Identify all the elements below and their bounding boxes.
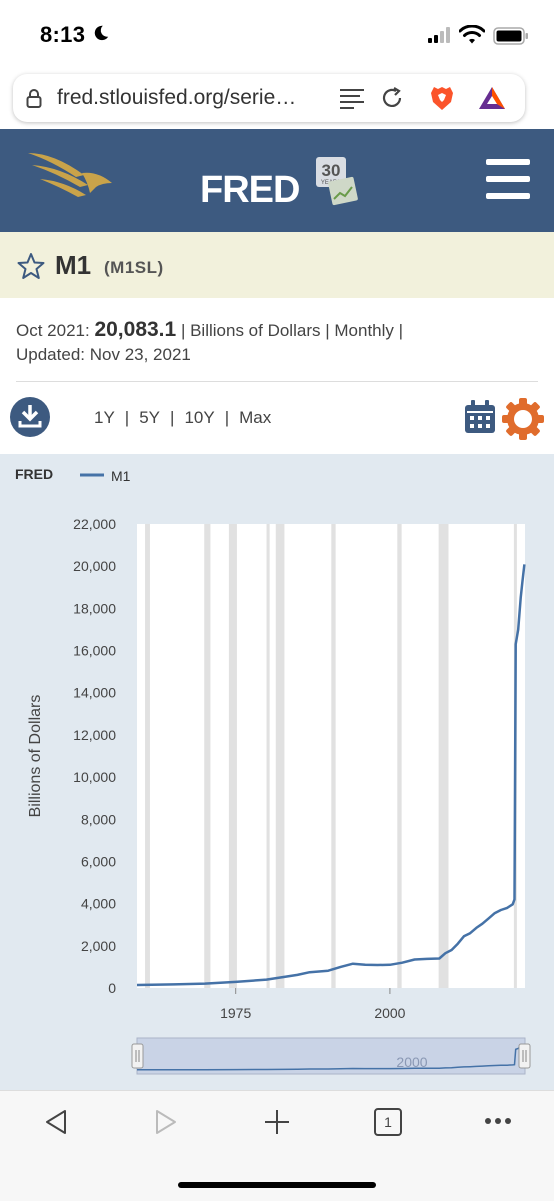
y-tick-label: 14,000 (73, 685, 116, 701)
signal-icon (428, 27, 450, 43)
badge-number: 30 (322, 161, 341, 180)
chart-fred-logo: FRED (15, 466, 53, 482)
navigator-series-line (137, 1043, 525, 1071)
y-axis-label: Billions of Dollars (27, 695, 44, 818)
series-line-m1 (136, 564, 526, 987)
series-title-bar: M1 (M1SL) (0, 232, 554, 298)
recession-band (204, 524, 211, 988)
forward-icon[interactable] (154, 1109, 178, 1135)
y-tick-label: 16,000 (73, 643, 116, 659)
separator: | (398, 321, 404, 340)
recession-band (397, 524, 402, 988)
y-tick-label: 20,000 (73, 558, 116, 574)
navigator-label: 2000 (396, 1054, 427, 1070)
range-1y[interactable]: 1Y (94, 408, 115, 427)
y-tick-label: 2,000 (81, 938, 116, 954)
moon-icon (94, 25, 109, 41)
separator: | (180, 321, 186, 340)
separator: | (124, 408, 130, 427)
y-tick-label: 18,000 (73, 600, 116, 616)
legend-label: M1 (111, 468, 131, 484)
chart-area: FRED M1 0 2,000 4,000 6,000 8,000 10,000 12,00… (0, 454, 554, 1090)
x-tick-label: 1975 (220, 1005, 251, 1021)
lock-icon (26, 89, 42, 108)
navigator-track (136, 1037, 526, 1075)
plot-background (137, 524, 525, 988)
range-5y[interactable]: 5Y (139, 408, 161, 427)
battery-icon (493, 27, 528, 45)
y-tick-label: 0 (108, 980, 116, 996)
fred-30-years-badge: 30YEARS (316, 157, 358, 206)
updated-label: Updated: (16, 345, 85, 364)
frequency[interactable]: Monthly (334, 321, 394, 340)
bat-rewards-icon[interactable] (478, 86, 506, 110)
recession-band (275, 524, 285, 988)
navigator-left-handle (131, 1043, 144, 1069)
reader-mode-icon[interactable] (339, 87, 365, 109)
recession-band (331, 524, 336, 988)
address-bar[interactable]: fred.stlouisfed.org/serie… (13, 74, 525, 122)
brave-shield-icon[interactable] (430, 85, 454, 111)
series-code: (M1SL) (104, 258, 164, 277)
fred-wordmark[interactable]: FRED (200, 169, 300, 211)
series-name: M1 (55, 250, 92, 280)
divider (16, 381, 538, 382)
status-time: 8:13 (40, 22, 86, 47)
y-tick-label: 6,000 (81, 853, 116, 869)
m1-chart[interactable]: FRED M1 0 2,000 4,000 6,000 8,000 10,000 12,00… (0, 454, 554, 1090)
gear-icon[interactable] (501, 397, 545, 441)
range-max[interactable]: Max (239, 408, 272, 427)
eagle-logo-icon[interactable] (26, 147, 116, 205)
calendar-icon[interactable] (464, 400, 496, 434)
y-tick-label: 8,000 (81, 811, 116, 827)
y-axis-ticks: 0 2,000 4,000 6,000 8,000 10,000 12,000 14,000 1… (73, 516, 116, 996)
fred-header: FRED 30YEARS (0, 129, 554, 232)
new-tab-icon[interactable] (264, 1109, 290, 1135)
recession-band (145, 524, 150, 988)
navigator-right-handle (518, 1043, 531, 1069)
status-bar: 8:13 (0, 0, 554, 70)
reload-icon[interactable] (380, 86, 404, 110)
hamburger-menu-icon[interactable] (486, 159, 530, 199)
separator: | (170, 408, 175, 427)
home-indicator (178, 1182, 376, 1188)
x-axis-ticks: 1975 2000 (220, 988, 406, 1021)
y-tick-label: 12,000 (73, 727, 116, 743)
url-text[interactable]: fred.stlouisfed.org/serie… (57, 86, 297, 109)
separator: | (224, 408, 230, 427)
star-icon[interactable] (17, 252, 45, 280)
recession-band (228, 524, 237, 988)
units[interactable]: Billions of Dollars (190, 321, 321, 340)
download-icon[interactable] (10, 397, 50, 437)
range-10y[interactable]: 10Y (184, 408, 215, 427)
y-tick-label: 4,000 (81, 896, 116, 912)
updated-date: Nov 23, 2021 (89, 345, 191, 364)
wifi-icon (459, 25, 485, 44)
y-tick-label: 22,000 (73, 516, 116, 532)
recession-band (438, 524, 449, 988)
separator: | (325, 321, 330, 340)
more-icon[interactable] (484, 1117, 512, 1125)
recession-band (266, 524, 270, 988)
date-range-selector: 1Y | 5Y | 10Y | Max (94, 408, 271, 428)
observation-date: Oct 2021: (16, 321, 90, 340)
observation-value: 20,083.1 (94, 318, 177, 341)
x-tick-label: 2000 (374, 1005, 405, 1021)
y-tick-label: 10,000 (73, 769, 116, 785)
back-icon[interactable] (44, 1109, 68, 1135)
series-info: Oct 2021: 20,083.1 | Billions of Dollars… (16, 318, 536, 367)
tab-count[interactable]: 1 (374, 1108, 402, 1136)
